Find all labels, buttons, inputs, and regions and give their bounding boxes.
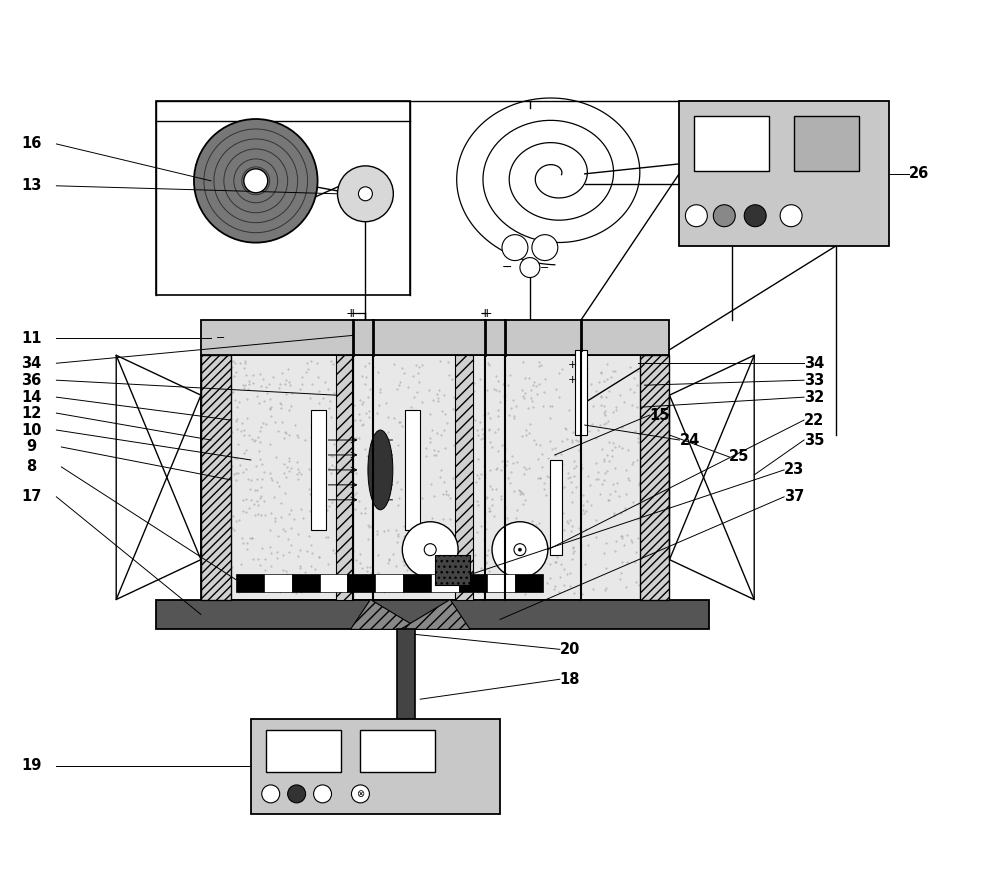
Bar bbox=[347, 573, 375, 591]
Bar bbox=[201, 355, 231, 599]
Circle shape bbox=[358, 187, 372, 201]
Bar bbox=[266, 730, 341, 772]
Bar bbox=[459, 573, 487, 591]
Circle shape bbox=[244, 169, 268, 193]
Text: 36: 36 bbox=[22, 373, 42, 388]
Text: +: + bbox=[568, 375, 577, 385]
Text: 18: 18 bbox=[560, 672, 580, 687]
Bar bbox=[405, 410, 420, 530]
Text: 35: 35 bbox=[804, 433, 824, 448]
Circle shape bbox=[351, 785, 369, 803]
Bar bbox=[236, 573, 264, 591]
Text: 34: 34 bbox=[804, 356, 824, 371]
Circle shape bbox=[338, 165, 393, 222]
Bar bbox=[360, 730, 435, 772]
Text: +: + bbox=[482, 307, 493, 319]
Polygon shape bbox=[400, 599, 470, 629]
Circle shape bbox=[532, 235, 558, 260]
Circle shape bbox=[744, 204, 766, 227]
Text: +: + bbox=[347, 307, 358, 319]
Bar bbox=[311, 410, 326, 530]
Circle shape bbox=[194, 119, 318, 242]
Circle shape bbox=[713, 204, 735, 227]
Bar bbox=[455, 355, 473, 599]
Text: 11: 11 bbox=[22, 331, 42, 346]
Text: 15: 15 bbox=[650, 408, 670, 422]
Text: 12: 12 bbox=[22, 405, 42, 420]
Text: +: + bbox=[480, 307, 491, 319]
Text: 19: 19 bbox=[22, 758, 42, 773]
Bar bbox=[397, 629, 415, 734]
Bar bbox=[679, 101, 889, 246]
Text: −: − bbox=[216, 334, 225, 343]
Circle shape bbox=[518, 548, 521, 551]
Bar bbox=[375, 573, 403, 591]
Text: 25: 25 bbox=[729, 450, 750, 465]
Bar bbox=[575, 350, 587, 435]
Bar bbox=[251, 720, 500, 814]
Text: −: − bbox=[502, 261, 512, 274]
Circle shape bbox=[262, 785, 280, 803]
Bar bbox=[794, 116, 859, 171]
Bar bbox=[156, 101, 410, 296]
Text: 26: 26 bbox=[909, 166, 929, 181]
Bar bbox=[550, 460, 562, 555]
Text: 22: 22 bbox=[804, 412, 824, 427]
Text: ⊗: ⊗ bbox=[356, 789, 365, 799]
Circle shape bbox=[314, 785, 332, 803]
Circle shape bbox=[402, 522, 458, 578]
Circle shape bbox=[780, 204, 802, 227]
Text: 8: 8 bbox=[26, 459, 37, 474]
Ellipse shape bbox=[368, 430, 393, 510]
Bar bbox=[515, 573, 543, 591]
Text: 24: 24 bbox=[679, 433, 700, 448]
Circle shape bbox=[514, 543, 526, 556]
Text: 17: 17 bbox=[22, 489, 42, 504]
Text: 9: 9 bbox=[26, 440, 37, 455]
Bar bbox=[320, 573, 347, 591]
Text: −: − bbox=[540, 263, 549, 273]
Bar bbox=[292, 573, 320, 591]
Text: 32: 32 bbox=[804, 389, 824, 404]
Text: 34: 34 bbox=[22, 356, 42, 371]
Bar bbox=[264, 573, 292, 591]
Text: 33: 33 bbox=[804, 373, 824, 388]
Bar bbox=[431, 573, 459, 591]
Text: 37: 37 bbox=[784, 489, 804, 504]
Circle shape bbox=[288, 785, 306, 803]
Circle shape bbox=[685, 204, 707, 227]
Text: 23: 23 bbox=[784, 463, 804, 477]
Circle shape bbox=[520, 258, 540, 278]
Bar bbox=[336, 355, 353, 599]
Circle shape bbox=[502, 235, 528, 260]
Polygon shape bbox=[350, 599, 420, 629]
Text: 10: 10 bbox=[22, 422, 42, 437]
Bar bbox=[156, 599, 709, 629]
Bar bbox=[487, 573, 515, 591]
Text: 16: 16 bbox=[22, 136, 42, 151]
Bar bbox=[403, 573, 431, 591]
Text: +: + bbox=[345, 307, 356, 319]
Bar bbox=[435, 555, 470, 585]
Bar bbox=[201, 320, 669, 355]
Bar bbox=[694, 116, 769, 171]
Bar bbox=[640, 355, 669, 599]
Text: +: + bbox=[568, 360, 577, 370]
Text: 13: 13 bbox=[22, 178, 42, 193]
Bar bbox=[201, 355, 669, 599]
Circle shape bbox=[492, 522, 548, 578]
Text: 14: 14 bbox=[22, 389, 42, 404]
Text: 20: 20 bbox=[560, 642, 580, 657]
